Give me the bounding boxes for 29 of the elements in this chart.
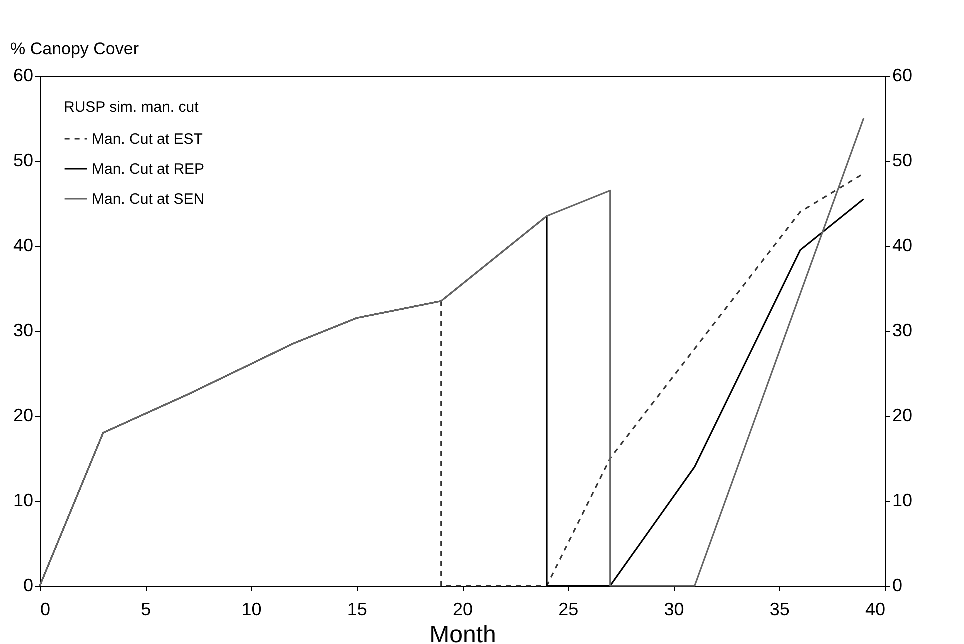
y-tick-label: 30 (13, 320, 34, 340)
x-axis-title: Month (430, 622, 496, 644)
y2-tick-label: 20 (892, 406, 913, 426)
y-tick-label: 50 (13, 150, 34, 170)
y2-tick-label: 60 (892, 66, 913, 86)
y2-tick-label: 50 (892, 150, 913, 170)
legend-label: Man. Cut at REP (92, 161, 205, 178)
y-tick-label: 0 (23, 576, 34, 596)
y-tick-label: 60 (13, 66, 34, 86)
x-tick-label: 25 (558, 600, 579, 620)
y2-tick-label: 30 (892, 320, 913, 340)
x-tick-label: 15 (347, 600, 368, 620)
x-tick-label: 0 (40, 600, 51, 620)
x-tick-label: 10 (242, 600, 262, 620)
legend-title: RUSP sim. man. cut (64, 99, 200, 116)
y-tick-label: 40 (13, 236, 34, 256)
legend-label: Man. Cut at EST (92, 131, 203, 148)
y-axis-title: % Canopy Cover (10, 40, 140, 58)
x-tick-label: 5 (141, 600, 152, 620)
y2-tick-label: 0 (892, 576, 903, 596)
y-tick-label: 20 (13, 406, 34, 426)
x-tick-label: 20 (452, 600, 474, 620)
x-tick-label: 40 (865, 600, 886, 620)
x-tick-label: 30 (664, 600, 684, 620)
legend-label: Man. Cut at SEN (92, 191, 205, 208)
y2-tick-label: 10 (892, 490, 913, 510)
y2-tick-label: 40 (892, 236, 913, 256)
y-tick-label: 10 (13, 490, 34, 510)
x-tick-label: 35 (770, 600, 790, 620)
